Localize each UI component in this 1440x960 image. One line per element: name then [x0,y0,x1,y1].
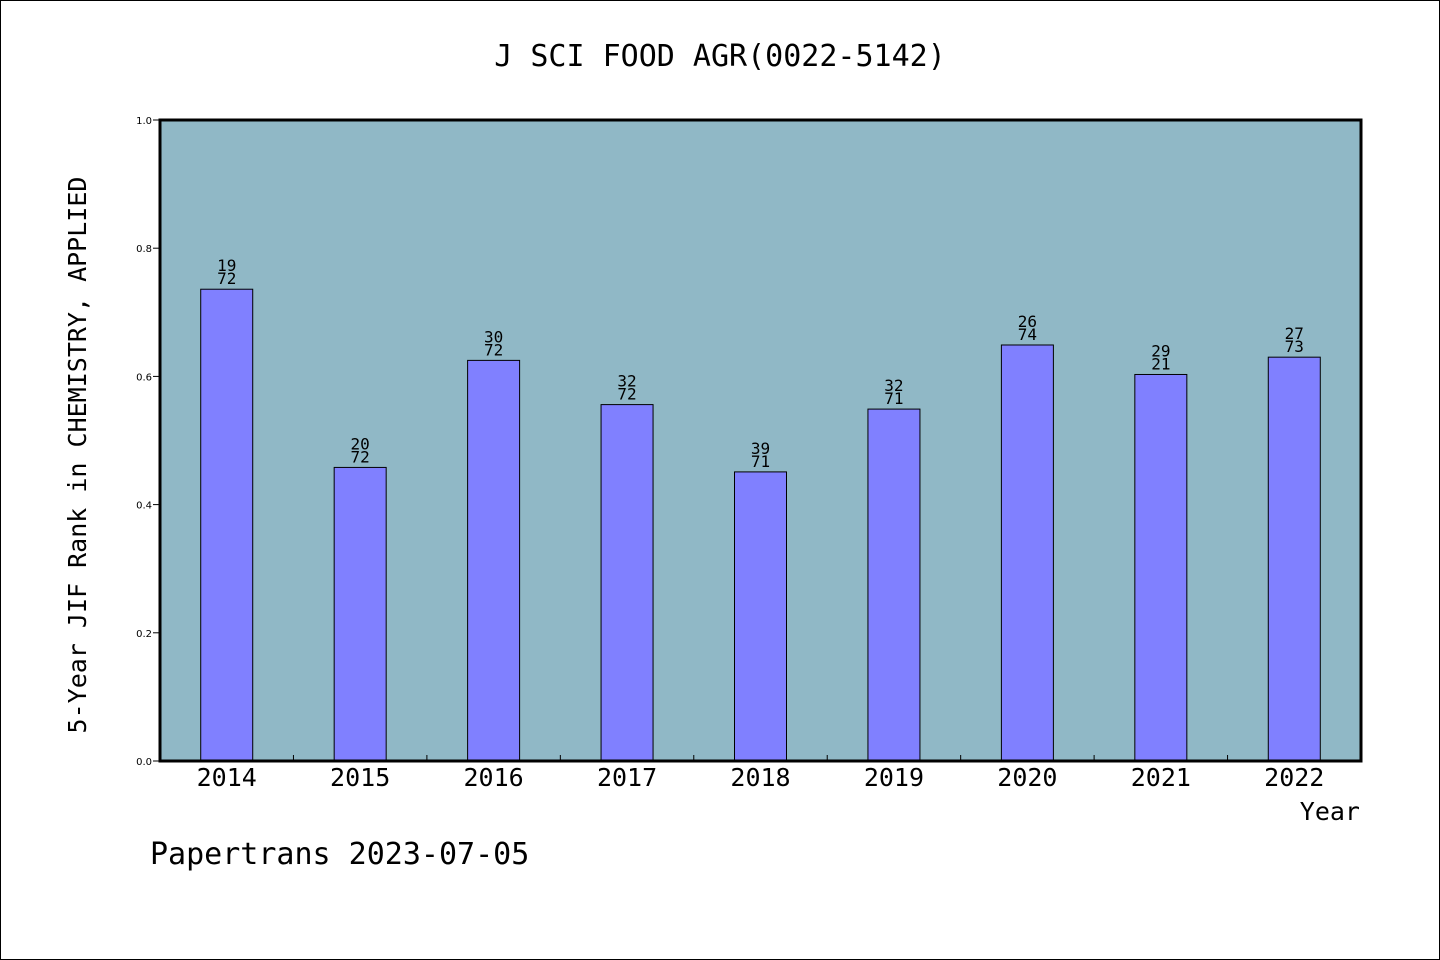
bar-label-bottom: 21 [1151,354,1170,373]
bar [200,288,254,762]
x-tick-label: 2014 [197,763,257,792]
x-tick-label: 2016 [464,763,524,792]
y-axis: 0.0 0.2 0.4 0.6 0.8 1.0 [136,116,160,768]
bar-label-bottom: 72 [351,447,370,466]
bar-label-top: 29 [1151,341,1170,360]
x-tick-label: 2021 [1131,763,1191,792]
y-tick-label: 0.2 [136,629,152,640]
x-tick-label: 2017 [597,763,657,792]
bar-label-bottom: 71 [751,452,770,471]
bar-label-top: 39 [751,439,770,458]
bar [333,466,387,762]
y-tick-label: 0.0 [136,757,152,768]
bar-label-top: 19 [217,256,236,275]
x-axis: 2014 2015 2016 2017 2018 2019 2020 2021 2022 [197,755,1324,792]
chart-title: J SCI FOOD AGR(0022-5142) [494,39,946,74]
bar-label-bottom: 74 [1018,325,1037,344]
bar-label-bottom: 72 [617,385,636,404]
plot-border [158,118,1363,763]
y-axis-label: 5-Year JIF Rank in CHEMISTRY, APPLIED [63,177,92,734]
bar [600,404,654,762]
y-tick-label: 0.8 [136,244,152,255]
bar-label-top: 20 [351,434,370,453]
bar-label-top: 32 [884,376,903,395]
bar [467,359,521,762]
bar-label-top: 27 [1285,324,1304,343]
bar [1267,356,1321,762]
x-tick-label: 2015 [330,763,390,792]
bar-label-bottom: 71 [884,389,903,408]
bar-label-bottom: 72 [217,269,236,288]
bar-label-bottom: 72 [484,340,503,359]
bar [1000,344,1054,762]
bar-label-top: 30 [484,327,503,346]
y-tick-label: 1.0 [136,116,152,127]
x-axis-label: Year [1300,797,1360,826]
bar-label-top: 26 [1018,312,1037,331]
bar [734,471,787,762]
x-tick-label: 2019 [864,763,924,792]
y-tick-label: 0.6 [136,372,152,383]
watermark: Papertrans 2023-07-05 [150,837,529,872]
bar-label-top: 32 [617,372,636,391]
x-tick-label: 2020 [997,763,1057,792]
x-tick-label: 2018 [730,763,790,792]
bar-label-bottom: 73 [1285,337,1304,356]
bar [867,408,921,762]
y-tick-label: 0.4 [136,501,152,512]
bar [1134,373,1188,762]
x-tick-label: 2022 [1264,763,1324,792]
